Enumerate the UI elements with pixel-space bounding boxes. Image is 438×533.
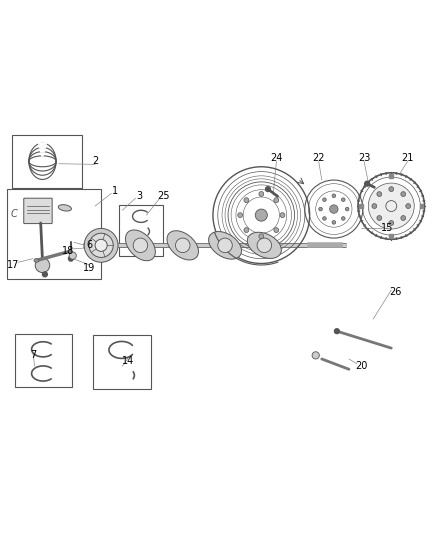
Circle shape xyxy=(345,207,349,211)
Bar xyxy=(7,189,101,279)
Circle shape xyxy=(42,272,47,277)
Circle shape xyxy=(389,221,394,225)
Circle shape xyxy=(89,233,113,257)
Circle shape xyxy=(312,352,319,359)
Text: 25: 25 xyxy=(157,191,170,201)
Circle shape xyxy=(389,187,394,191)
Text: 15: 15 xyxy=(381,223,393,233)
Circle shape xyxy=(372,204,377,208)
Bar xyxy=(420,204,423,208)
Text: 26: 26 xyxy=(389,287,402,297)
Circle shape xyxy=(176,238,190,253)
Circle shape xyxy=(330,205,338,213)
Circle shape xyxy=(68,256,73,261)
Ellipse shape xyxy=(167,231,198,260)
Circle shape xyxy=(274,228,279,232)
Circle shape xyxy=(218,238,232,253)
Text: 2: 2 xyxy=(92,156,98,166)
Circle shape xyxy=(238,213,243,217)
Circle shape xyxy=(342,217,345,220)
Ellipse shape xyxy=(125,230,155,261)
Circle shape xyxy=(335,329,339,334)
Circle shape xyxy=(95,239,107,252)
Circle shape xyxy=(259,191,264,196)
Circle shape xyxy=(377,192,382,197)
Text: 7: 7 xyxy=(30,350,36,360)
Circle shape xyxy=(244,198,249,203)
Ellipse shape xyxy=(58,205,71,211)
Circle shape xyxy=(133,238,148,253)
Text: 23: 23 xyxy=(358,152,370,163)
Circle shape xyxy=(368,183,414,229)
Circle shape xyxy=(323,217,326,220)
Circle shape xyxy=(332,194,336,198)
Circle shape xyxy=(259,234,264,239)
Circle shape xyxy=(255,209,267,221)
Circle shape xyxy=(35,258,50,272)
Circle shape xyxy=(280,213,285,217)
Circle shape xyxy=(84,229,118,262)
Text: 20: 20 xyxy=(355,361,367,372)
Text: 17: 17 xyxy=(7,260,20,270)
Circle shape xyxy=(332,221,336,224)
Circle shape xyxy=(319,207,322,211)
Text: 22: 22 xyxy=(312,152,325,163)
Text: 24: 24 xyxy=(270,152,283,163)
Circle shape xyxy=(265,187,270,191)
Circle shape xyxy=(365,181,370,186)
Text: 21: 21 xyxy=(401,152,414,163)
Ellipse shape xyxy=(208,231,241,259)
FancyBboxPatch shape xyxy=(24,198,52,223)
Circle shape xyxy=(377,216,382,221)
Circle shape xyxy=(401,216,406,221)
Bar xyxy=(359,204,363,208)
Circle shape xyxy=(406,204,410,208)
Text: 3: 3 xyxy=(136,191,142,201)
Circle shape xyxy=(244,228,249,232)
Text: 1: 1 xyxy=(112,186,118,196)
Circle shape xyxy=(342,198,345,201)
Ellipse shape xyxy=(34,259,39,262)
Circle shape xyxy=(257,238,272,253)
Bar xyxy=(389,235,393,238)
Circle shape xyxy=(274,198,279,203)
Text: 14: 14 xyxy=(122,357,134,366)
Bar xyxy=(15,334,72,387)
Text: C: C xyxy=(10,209,17,219)
Bar xyxy=(119,205,163,256)
Circle shape xyxy=(323,198,326,201)
Ellipse shape xyxy=(247,232,281,259)
Text: 19: 19 xyxy=(83,263,95,273)
Bar xyxy=(12,135,82,188)
Circle shape xyxy=(69,252,76,259)
Bar xyxy=(93,335,151,389)
Circle shape xyxy=(401,192,406,197)
Bar xyxy=(389,174,393,177)
Text: 18: 18 xyxy=(62,246,74,256)
Text: 6: 6 xyxy=(86,240,92,251)
